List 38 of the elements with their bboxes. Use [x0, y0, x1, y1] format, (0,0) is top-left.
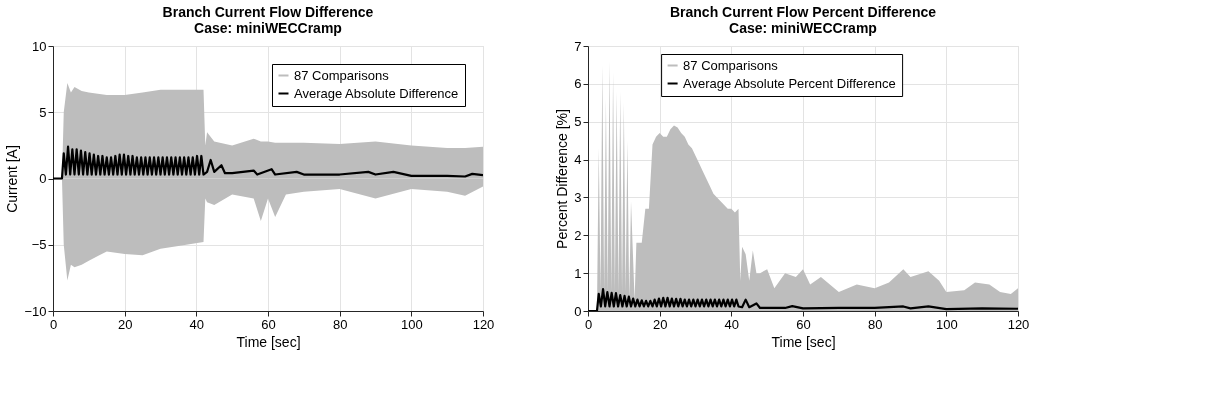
line-series — [53, 145, 483, 180]
x-tick-label: 120 — [1007, 316, 1030, 332]
x-axis-title: Time [sec] — [771, 333, 836, 350]
y-tick-label: 5 — [39, 104, 47, 120]
x-tick-label: 120 — [472, 316, 495, 332]
text: Case: miniWECCramp — [194, 20, 342, 36]
y-tick-label: 7 — [574, 38, 582, 54]
x-tick-label: 40 — [189, 316, 205, 332]
y-tick-label: 10 — [32, 38, 47, 54]
x-tick-label: 100 — [935, 316, 958, 332]
x-tick-label: 20 — [652, 316, 668, 332]
y-tick-label: 4 — [574, 152, 582, 168]
y-tick-label: −10 — [24, 303, 47, 319]
x-tick-label: 20 — [117, 316, 133, 332]
y-axis-title: Percent Difference [%] — [554, 109, 571, 249]
x-axis-title: Time [sec] — [236, 333, 301, 350]
y-tick-label: 0 — [39, 171, 47, 186]
x-tick-label: 60 — [261, 316, 276, 332]
y-tick-label: 1 — [574, 265, 582, 281]
text: Case: miniWECCramp — [729, 20, 877, 36]
text: Branch Current Flow Percent Difference — [669, 4, 937, 20]
y-tick-label: 5 — [574, 114, 582, 130]
x-tick-label: 0 — [49, 316, 58, 332]
y-tick-label: 0 — [574, 303, 582, 319]
y-tick-label: 2 — [574, 227, 582, 243]
x-tick-label: 100 — [400, 316, 423, 332]
x-tick-label: 0 — [584, 316, 593, 332]
y-axis-title: Current [A] — [4, 145, 21, 213]
y-tick-label: 3 — [574, 189, 582, 205]
y-tick-label: −5 — [31, 237, 47, 253]
legend-label: 87 Comparisons — [294, 67, 390, 83]
x-tick-label: 40 — [724, 316, 740, 332]
y-tick-label: 6 — [574, 76, 582, 92]
x-tick-label: 80 — [332, 316, 348, 332]
legend-label: Average Absolute Difference — [294, 85, 459, 101]
x-tick-label: 60 — [796, 316, 811, 332]
x-tick-label: 80 — [867, 316, 883, 332]
text: Branch Current Flow Difference — [162, 4, 374, 20]
